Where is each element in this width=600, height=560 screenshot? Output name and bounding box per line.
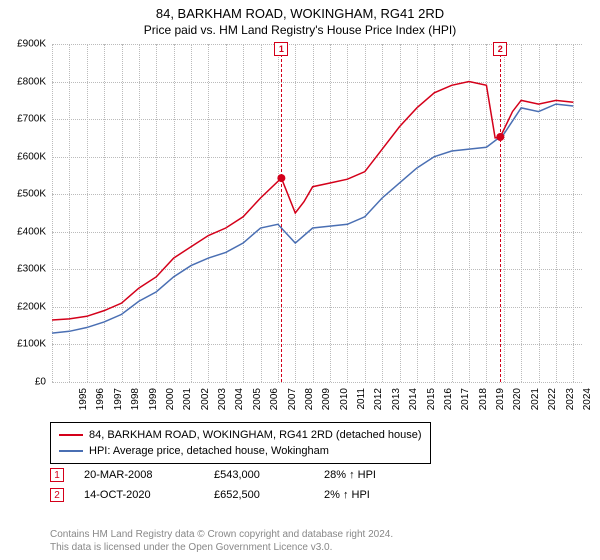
chart-plot-area: 12 bbox=[52, 44, 582, 382]
x-axis-label: 2003 bbox=[217, 388, 228, 418]
legend-box: 84, BARKHAM ROAD, WOKINGHAM, RG41 2RD (d… bbox=[50, 422, 431, 464]
x-axis-label: 2006 bbox=[269, 388, 280, 418]
legend-item: HPI: Average price, detached house, Woki… bbox=[59, 443, 422, 459]
x-axis-label: 2013 bbox=[391, 388, 402, 418]
x-axis-label: 2018 bbox=[478, 388, 489, 418]
x-axis-label: 1999 bbox=[148, 388, 159, 418]
y-axis-label: £0 bbox=[0, 377, 46, 388]
y-axis-label: £600K bbox=[0, 151, 46, 162]
footer-line-2: This data is licensed under the Open Gov… bbox=[50, 541, 393, 554]
y-axis-label: £700K bbox=[0, 114, 46, 125]
x-axis-label: 2014 bbox=[408, 388, 419, 418]
sale-marker-box: 2 bbox=[493, 42, 507, 56]
x-axis-label: 1997 bbox=[113, 388, 124, 418]
footer-line-1: Contains HM Land Registry data © Crown c… bbox=[50, 528, 393, 541]
sale-delta: 28% ↑ HPI bbox=[324, 469, 376, 481]
x-axis-label: 2002 bbox=[200, 388, 211, 418]
sale-row: 1 20-MAR-2008 £543,000 28% ↑ HPI bbox=[50, 465, 376, 485]
legend-swatch bbox=[59, 450, 83, 452]
sale-marker-line bbox=[281, 44, 282, 382]
series-price_paid bbox=[52, 82, 573, 320]
y-axis-label: £800K bbox=[0, 76, 46, 87]
legend-label: 84, BARKHAM ROAD, WOKINGHAM, RG41 2RD (d… bbox=[89, 427, 422, 443]
sale-marker-line bbox=[500, 44, 501, 382]
x-axis-label: 2005 bbox=[252, 388, 263, 418]
x-axis-label: 2001 bbox=[182, 388, 193, 418]
legend-label: HPI: Average price, detached house, Woki… bbox=[89, 443, 329, 459]
x-axis-label: 2023 bbox=[565, 388, 576, 418]
x-axis-label: 2009 bbox=[321, 388, 332, 418]
x-axis-label: 1995 bbox=[78, 388, 89, 418]
x-axis-label: 2012 bbox=[373, 388, 384, 418]
sale-price: £652,500 bbox=[214, 489, 304, 501]
x-axis-label: 2017 bbox=[460, 388, 471, 418]
sale-row: 2 14-OCT-2020 £652,500 2% ↑ HPI bbox=[50, 485, 376, 505]
x-axis-label: 2022 bbox=[547, 388, 558, 418]
legend-swatch bbox=[59, 434, 83, 436]
x-axis-label: 1998 bbox=[130, 388, 141, 418]
y-axis-label: £900K bbox=[0, 39, 46, 50]
footer-attribution: Contains HM Land Registry data © Crown c… bbox=[50, 528, 393, 554]
y-axis-label: £500K bbox=[0, 189, 46, 200]
x-axis-label: 2019 bbox=[495, 388, 506, 418]
sale-price: £543,000 bbox=[214, 469, 304, 481]
x-axis-label: 2004 bbox=[234, 388, 245, 418]
x-axis-label: 2020 bbox=[512, 388, 523, 418]
sale-index-box: 1 bbox=[50, 468, 64, 482]
y-axis-label: £200K bbox=[0, 301, 46, 312]
sale-index-box: 2 bbox=[50, 488, 64, 502]
sale-date: 20-MAR-2008 bbox=[84, 469, 194, 481]
x-axis-label: 2021 bbox=[530, 388, 541, 418]
sale-marker-box: 1 bbox=[274, 42, 288, 56]
x-axis-label: 2010 bbox=[339, 388, 350, 418]
sale-delta: 2% ↑ HPI bbox=[324, 489, 370, 501]
sale-date: 14-OCT-2020 bbox=[84, 489, 194, 501]
x-axis-label: 2008 bbox=[304, 388, 315, 418]
x-axis-label: 2000 bbox=[165, 388, 176, 418]
x-axis-label: 2024 bbox=[582, 388, 593, 418]
x-axis-label: 2015 bbox=[426, 388, 437, 418]
chart-subtitle: Price paid vs. HM Land Registry's House … bbox=[0, 23, 600, 37]
x-axis-label: 2007 bbox=[287, 388, 298, 418]
sales-table: 1 20-MAR-2008 £543,000 28% ↑ HPI 2 14-OCT-202… bbox=[50, 465, 376, 505]
x-axis-label: 2011 bbox=[356, 388, 367, 418]
chart-title: 84, BARKHAM ROAD, WOKINGHAM, RG41 2RD bbox=[0, 0, 600, 21]
x-axis-label: 2016 bbox=[443, 388, 454, 418]
legend-item: 84, BARKHAM ROAD, WOKINGHAM, RG41 2RD (d… bbox=[59, 427, 422, 443]
y-axis-label: £100K bbox=[0, 339, 46, 350]
y-axis-label: £300K bbox=[0, 264, 46, 275]
x-axis-label: 1996 bbox=[95, 388, 106, 418]
y-axis-label: £400K bbox=[0, 226, 46, 237]
